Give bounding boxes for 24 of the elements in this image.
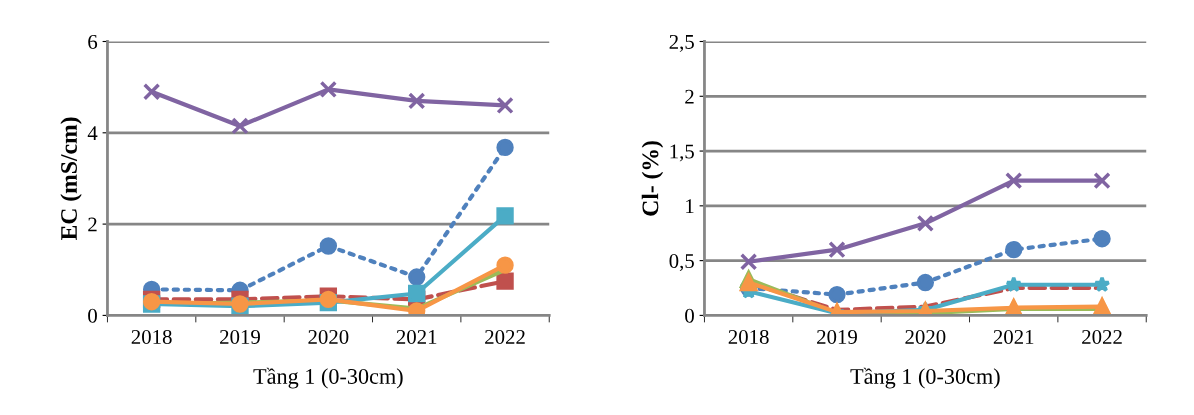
y-tick-label: 1 [686, 199, 694, 214]
x-tick-label: 2020 [308, 329, 349, 344]
y-tick-label: 2 [685, 89, 694, 104]
x-tick-label: 2021 [396, 329, 437, 344]
y-tick-label: 1,5 [670, 144, 694, 162]
y-tick-label: 0,5 [669, 253, 694, 272]
y-axis-title: Cl- (%) [641, 141, 664, 216]
x-tick-label: 2022 [1082, 329, 1122, 344]
x-axis-title: Tầng 1 (0-30cm) [850, 367, 1000, 389]
x-tick-label: 2019 [220, 329, 260, 344]
x-tick-label: 2018 [131, 329, 172, 344]
x-tick-label: 2021 [993, 329, 1034, 344]
y-axis-title: EC (mS/cm) [60, 117, 82, 241]
y-tick-label: 6 [88, 34, 98, 49]
y-tick-label: 4 [87, 126, 98, 141]
x-tick-label: 2018 [728, 329, 769, 344]
x-tick-label: 2019 [817, 329, 857, 344]
y-tick-label: 0 [88, 308, 97, 323]
x-tick-label: 2022 [485, 329, 525, 344]
x-axis-title: Tầng 1 (0-30cm) [253, 367, 403, 389]
x-tick-label: 2020 [905, 329, 946, 344]
y-tick-label: 2 [88, 217, 97, 232]
y-tick-label: 2,5 [669, 34, 694, 52]
y-tick-label: 0 [685, 308, 694, 323]
